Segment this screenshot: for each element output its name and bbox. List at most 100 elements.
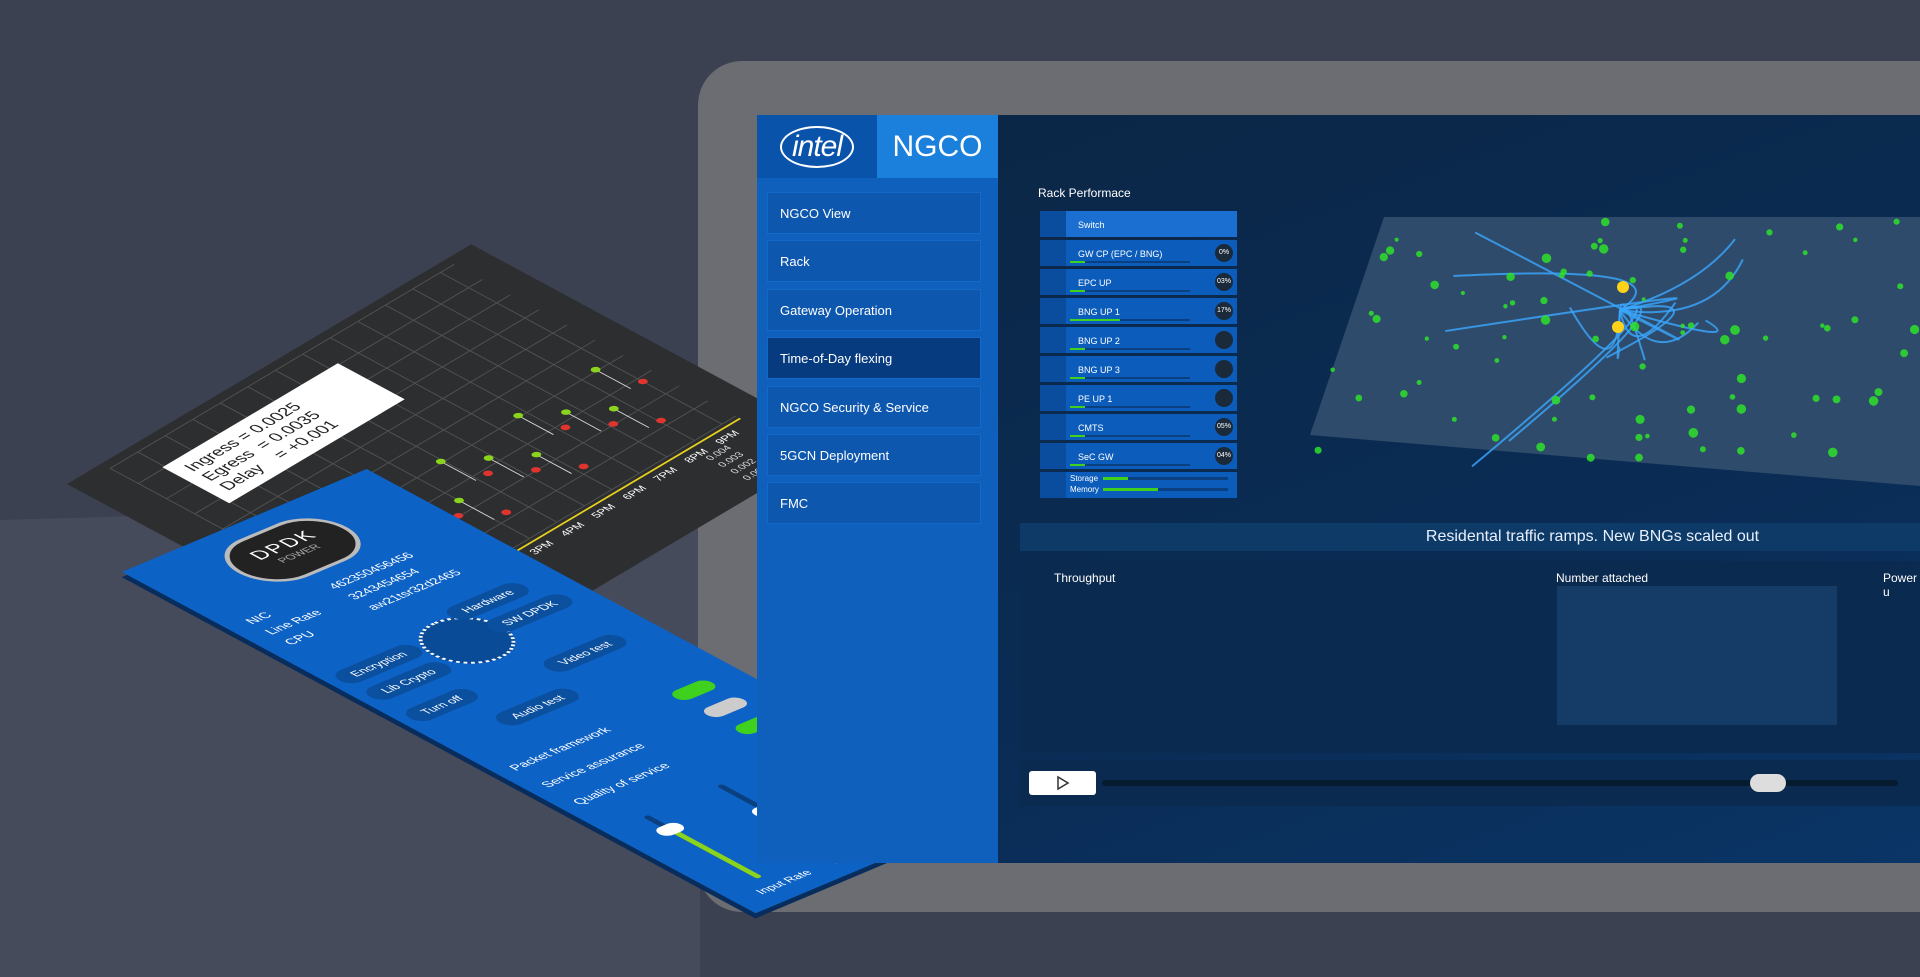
nav-item[interactable]: 5GCN Deployment: [767, 434, 981, 476]
map-dot: [1676, 222, 1683, 229]
timeline-track: [1102, 780, 1898, 786]
rack-row[interactable]: BNG UP 1 17%: [1040, 298, 1237, 324]
usage-track: [1070, 290, 1190, 292]
delay-grid-h: [109, 264, 455, 469]
usage-track: [1070, 377, 1190, 379]
rack-icon: [1040, 356, 1066, 382]
map-dot: [1503, 304, 1508, 309]
storage-label: Storage: [1070, 474, 1099, 483]
rack-icon: [1040, 211, 1066, 237]
rack-row[interactable]: BNG UP 2: [1040, 327, 1237, 353]
nav-item[interactable]: Time-of-Day flexing: [767, 337, 981, 380]
usage-track: [1070, 435, 1190, 437]
nav-item[interactable]: NGCO View: [767, 192, 981, 234]
map-dot: [1851, 316, 1859, 324]
storage-label: Memory: [1070, 485, 1099, 494]
nav-item[interactable]: Gateway Operation: [767, 288, 981, 331]
map-dot: [1451, 416, 1457, 422]
city-map: [1310, 217, 1920, 486]
storage-track: [1103, 488, 1228, 491]
timeline: [1020, 760, 1920, 806]
map-dot: [1853, 237, 1858, 243]
map-dot: [1368, 310, 1374, 316]
map-dot: [1586, 270, 1593, 277]
delay-marker: [501, 509, 512, 516]
map-dot: [1540, 296, 1548, 305]
rack-icon: [1040, 443, 1066, 469]
map-dot: [1827, 447, 1838, 458]
rack-label: BNG UP 2: [1078, 336, 1120, 346]
power-title: Power u: [1883, 571, 1918, 599]
rack-badge: [1215, 331, 1233, 349]
delay-marker: [454, 497, 464, 504]
map-dot: [1736, 404, 1747, 414]
map-dot: [1355, 394, 1363, 402]
nav-item[interactable]: FMC: [767, 482, 981, 525]
rack-row[interactable]: SeC GW 04%: [1040, 443, 1237, 469]
rack-icon: [1040, 385, 1066, 411]
map-dot: [1641, 297, 1646, 302]
delay-stem: [535, 454, 573, 474]
timeline-thumb[interactable]: [1750, 774, 1786, 792]
storage-row: Storage Memory: [1040, 472, 1237, 498]
rack-badge: 0%: [1215, 244, 1233, 262]
rack-row[interactable]: CMTS 05%: [1040, 414, 1237, 440]
usage-track: [1070, 319, 1190, 321]
rack-icon: [1040, 298, 1066, 324]
rack-title: Rack Performace: [1038, 186, 1131, 200]
attached-box: [1557, 586, 1837, 725]
map-dot: [1682, 237, 1688, 243]
map-dot: [1453, 343, 1460, 350]
delay-marker: [560, 424, 571, 431]
map-dot: [1385, 246, 1395, 255]
play-button[interactable]: [1029, 771, 1096, 795]
map-hotspot: [1617, 281, 1629, 293]
map-dot: [1540, 315, 1551, 325]
rack-row[interactable]: EPC UP 03%: [1040, 269, 1237, 295]
delay-marker: [531, 451, 542, 458]
usage-fill: [1070, 377, 1085, 379]
rack-label: PE UP 1: [1078, 394, 1113, 404]
map-dot: [1586, 453, 1595, 462]
map-road: [1619, 309, 1719, 333]
delay-marker: [578, 463, 589, 470]
usage-fill: [1070, 261, 1085, 263]
map-dot: [1460, 290, 1465, 296]
map-dot: [1502, 335, 1507, 340]
rack-row[interactable]: Switch: [1040, 211, 1237, 237]
map-dot: [1680, 323, 1685, 329]
map-dot: [1900, 349, 1909, 358]
rack-row[interactable]: PE UP 1: [1040, 385, 1237, 411]
attached-title: Number attached: [1556, 571, 1649, 585]
rack-row[interactable]: BNG UP 3: [1040, 356, 1237, 382]
map-dot: [1600, 217, 1610, 227]
usage-fill: [1070, 464, 1085, 466]
rack-label: BNG UP 3: [1078, 365, 1120, 375]
map-dot: [1635, 433, 1643, 442]
map-dot: [1630, 321, 1640, 332]
rack-row[interactable]: GW CP (EPC / BNG) 0%: [1040, 240, 1237, 266]
map-dot: [1541, 253, 1552, 263]
rack-icon: [1040, 240, 1066, 266]
delay-grid-h: [222, 324, 568, 530]
map-dot: [1635, 414, 1645, 424]
map-dot: [1416, 379, 1422, 385]
usage-fill: [1070, 435, 1085, 437]
rack-badge: 05%: [1215, 418, 1233, 436]
usage-track: [1070, 406, 1190, 408]
map-dot: [1893, 218, 1900, 225]
delay-marker: [608, 405, 619, 412]
map-dot: [1729, 394, 1736, 400]
map-dot: [1720, 335, 1730, 345]
rack-badge: 17%: [1215, 302, 1233, 320]
delay-marker: [513, 412, 524, 419]
map-dot: [1330, 367, 1335, 373]
play-icon: [1057, 775, 1070, 791]
map-dot: [1599, 244, 1609, 254]
map-dot: [1836, 223, 1844, 231]
map-dot: [1791, 432, 1797, 438]
nav-item[interactable]: Rack: [767, 240, 981, 283]
delay-marker: [561, 409, 571, 415]
map-dot: [1372, 314, 1381, 323]
